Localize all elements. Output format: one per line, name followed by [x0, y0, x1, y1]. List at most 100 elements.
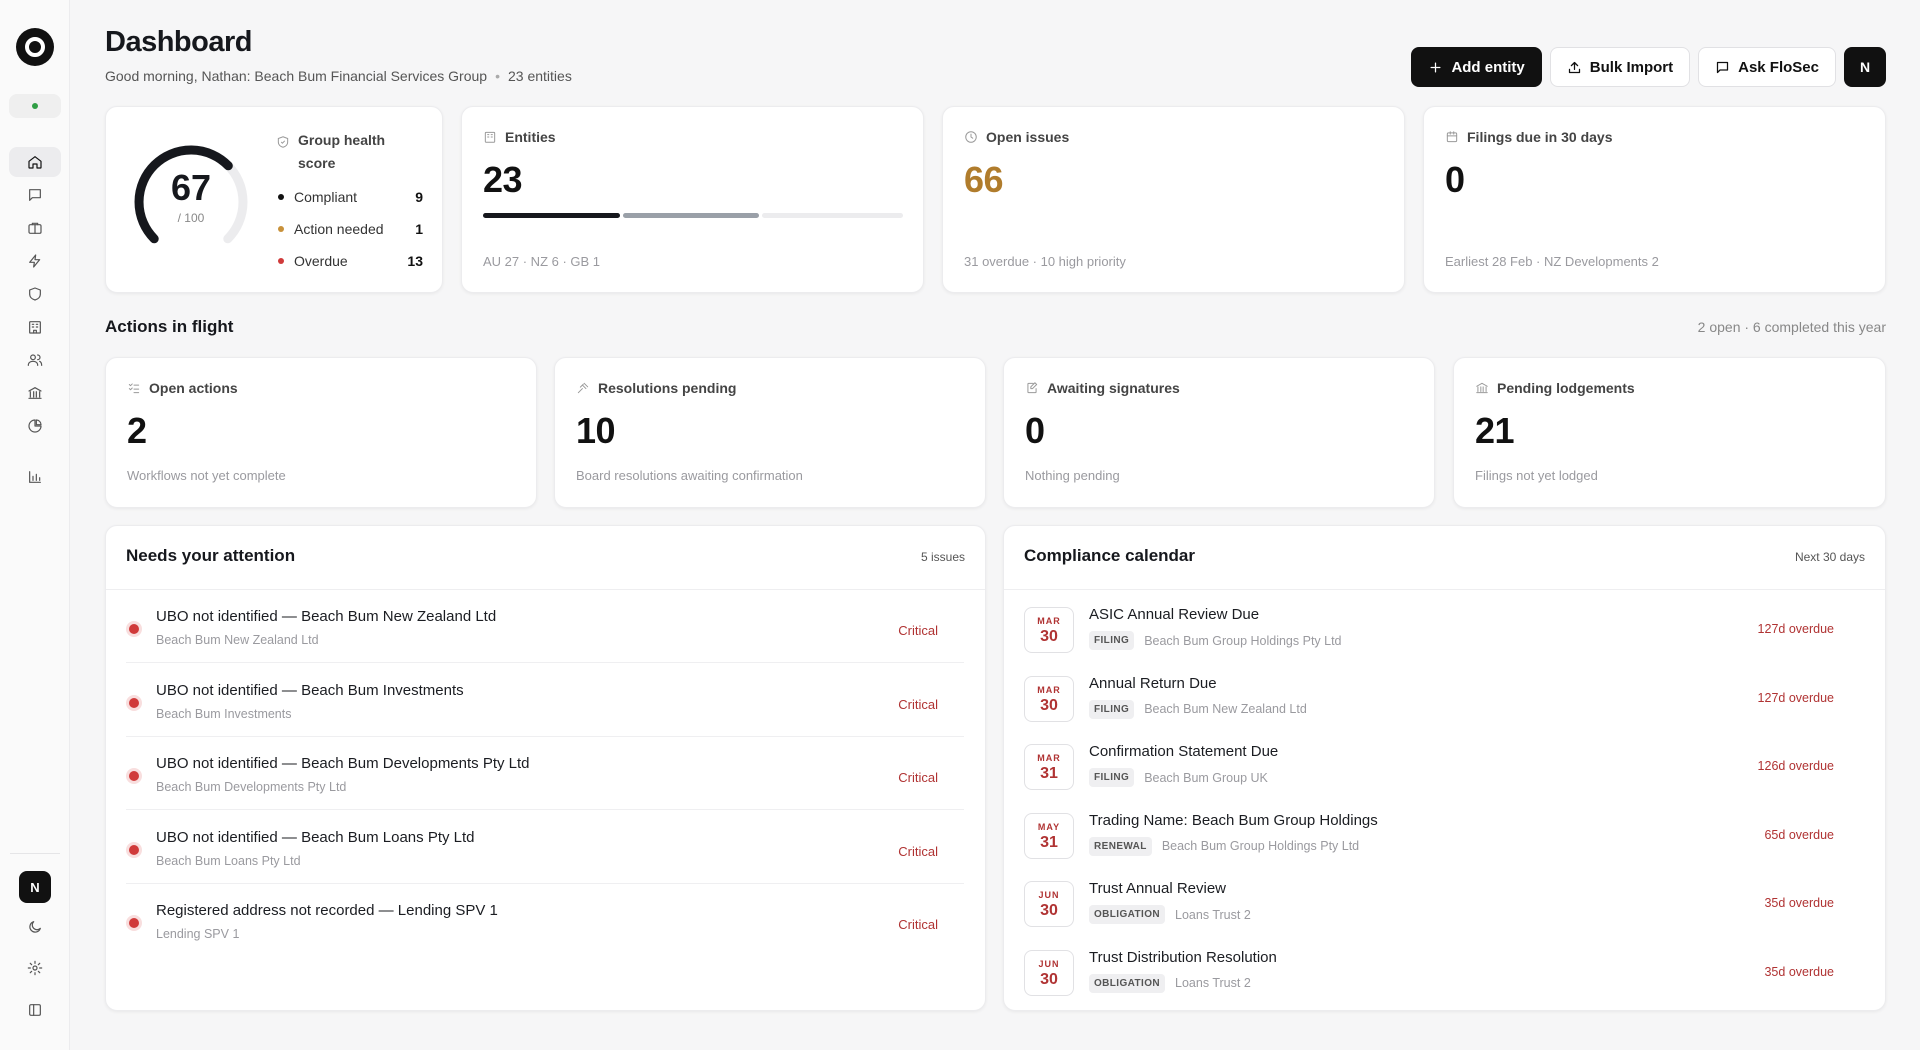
nav-analytics[interactable]: [9, 462, 61, 492]
status-indicator[interactable]: [9, 94, 61, 118]
obligation-type-tag: FILING: [1089, 699, 1135, 719]
signatures-card[interactable]: Awaiting signatures 0 Nothing pending: [1003, 357, 1435, 508]
nav-people[interactable]: [9, 345, 61, 375]
issue-entity: Beach Bum Loans Pty Ltd: [156, 853, 301, 868]
shield-check-icon: [277, 136, 289, 148]
entities-count: 23 entities: [508, 68, 572, 84]
entities-value: 23: [483, 159, 523, 200]
user-avatar[interactable]: N: [19, 871, 51, 903]
nav-compliance[interactable]: [9, 279, 61, 309]
nav-reports[interactable]: [9, 411, 61, 441]
status-dot: [32, 103, 38, 109]
attention-item[interactable]: Registered address not recorded — Lendin…: [126, 884, 964, 957]
add-entity-button[interactable]: Add entity: [1411, 47, 1542, 87]
nav-actions[interactable]: [9, 246, 61, 276]
health-score-max: / 100: [177, 211, 205, 225]
legend-compliant: Compliant 9: [278, 189, 423, 205]
calendar-item[interactable]: MAR 30 ASIC Annual Review Due FILING Beach B…: [1024, 600, 1864, 668]
calendar-range: Next 30 days: [1794, 550, 1865, 564]
calendar-item-meta: FILING Beach Bum Group Holdings Pty Ltd: [1089, 631, 1342, 650]
nav-portfolio[interactable]: [9, 213, 61, 243]
bar-segment-au: [483, 213, 620, 218]
plus-icon: [1430, 62, 1441, 72]
calendar-item[interactable]: MAR 31 Confirmation Statement Due FILING Bea…: [1024, 737, 1864, 805]
issue-title: UBO not identified — Beach Bum Investmen…: [156, 681, 464, 699]
open-issues-card[interactable]: Open issues 66 31 overdue · 10 high prio…: [942, 106, 1405, 293]
date-day: 31: [1040, 833, 1058, 851]
legend-label: Overdue: [278, 253, 348, 269]
bulk-import-button[interactable]: Bulk Import: [1549, 47, 1691, 87]
signatures-label-text: Awaiting signatures: [1047, 380, 1180, 396]
legend-compliant-label: Compliant: [294, 189, 358, 205]
calendar-item-entity: Beach Bum New Zealand Ltd: [1144, 702, 1307, 716]
calendar-item[interactable]: JUN 30 Trust Distribution Resolution OBLIGA…: [1024, 943, 1864, 1011]
date-month: JUN: [1038, 958, 1060, 969]
signatures-foot: Nothing pending: [1025, 468, 1120, 483]
obligation-type-tag: OBLIGATION: [1089, 905, 1166, 924]
attention-item[interactable]: UBO not identified — Beach Bum Investmen…: [126, 664, 964, 737]
severity-badge: Critical: [898, 917, 938, 932]
nav-home[interactable]: [9, 147, 61, 177]
theme-toggle[interactable]: [9, 912, 61, 942]
calendar-item-title: Trust Distribution Resolution: [1089, 948, 1277, 966]
issue-entity: Beach Bum Developments Pty Ltd: [156, 780, 347, 794]
health-score-card[interactable]: 67 / 100 Group health score Compliant 9 …: [105, 106, 443, 293]
calendar-item-meta: OBLIGATION Loans Trust 2: [1089, 973, 1251, 993]
calendar-icon: [1446, 131, 1458, 143]
calendar-title: Compliance calendar: [1024, 546, 1196, 565]
clock-icon: [965, 131, 977, 143]
date-day: 30: [1040, 628, 1058, 645]
greeting-text: Good morning, Nathan: Beach Bum Financia…: [105, 68, 488, 84]
calendar-item-meta: FILING Beach Bum New Zealand Ltd: [1089, 699, 1307, 719]
legend-overdue-count: 13: [407, 253, 423, 269]
filings-value: 0: [1445, 159, 1465, 200]
nav-registers[interactable]: [9, 378, 61, 408]
calendar-item-meta: FILING Beach Bum Group UK: [1089, 768, 1268, 787]
bank-icon: [1476, 382, 1488, 394]
date-badge: MAR 30: [1024, 607, 1074, 653]
obligation-type-tag: FILING: [1089, 631, 1135, 650]
nav-messages[interactable]: [9, 180, 61, 210]
attention-item[interactable]: UBO not identified — Beach Bum Loans Pty…: [126, 811, 964, 884]
lodgements-card[interactable]: Pending lodgements 21 Filings not yet lo…: [1453, 357, 1886, 508]
legend-bullet: [278, 226, 284, 233]
entities-card[interactable]: Entities 23 AU 27 · NZ 6 · GB 1: [461, 106, 924, 293]
bar-chart-icon: [29, 471, 41, 483]
nav-settings[interactable]: [9, 953, 61, 983]
separator-dot: •: [495, 68, 500, 84]
issue-entity: Beach Bum Investments: [156, 706, 292, 721]
open-issues-label-text: Open issues: [986, 129, 1070, 145]
date-month: MAR: [1037, 753, 1061, 763]
filings-label: Filings due in 30 days: [1445, 129, 1612, 145]
entities-foot: AU 27 · NZ 6 · GB 1: [483, 254, 601, 269]
resolutions-foot: Board resolutions awaiting confirmation: [576, 468, 803, 483]
date-badge: MAR 31: [1024, 744, 1074, 790]
issue-entity: Lending SPV 1: [156, 927, 240, 941]
attention-item[interactable]: UBO not identified — Beach Bum Developme…: [126, 737, 964, 810]
calendar-item-title: Trading Name: Beach Bum Group Holdings: [1089, 811, 1378, 829]
checklist-icon: [128, 383, 140, 394]
attention-item[interactable]: UBO not identified — Beach Bum New Zeala…: [126, 590, 964, 663]
account-avatar-button[interactable]: N: [1844, 47, 1886, 87]
app-logo[interactable]: [16, 28, 54, 66]
health-score-value: 67: [170, 167, 212, 208]
nav-entities[interactable]: [9, 312, 61, 342]
entities-label-text: Entities: [505, 129, 556, 145]
calendar-item[interactable]: MAY 31 Trading Name: Beach Bum Group Holdi…: [1024, 806, 1864, 874]
calendar-item-title: Trust Annual Review: [1089, 880, 1227, 897]
collapse-sidebar[interactable]: [9, 995, 61, 1025]
open-actions-card[interactable]: Open actions 2 Workflows not yet complet…: [105, 357, 537, 508]
filings-card[interactable]: Filings due in 30 days 0 Earliest 28 Feb…: [1423, 106, 1886, 293]
ask-assistant-button[interactable]: Ask FloSec: [1698, 47, 1836, 87]
calendar-item[interactable]: MAR 30 Annual Return Due FILING Beach Bum Ne…: [1024, 669, 1864, 737]
ask-assistant-label: Ask FloSec: [1738, 58, 1819, 76]
actions-section-title: Actions in flight: [105, 317, 234, 336]
bulk-import-label: Bulk Import: [1589, 58, 1674, 76]
severity-dot: [129, 918, 139, 928]
resolutions-card[interactable]: Resolutions pending 10 Board resolutions…: [554, 357, 986, 508]
calendar-panel: Compliance calendar Next 30 days MAR 30 AS…: [1003, 525, 1886, 1011]
calendar-item[interactable]: JUN 30 Trust Annual Review OBLIGATION Loans …: [1024, 874, 1864, 942]
calendar-item-entity: Beach Bum Group UK: [1144, 770, 1268, 785]
lightning-icon: [29, 254, 41, 268]
overdue-label: 127d overdue: [1757, 690, 1834, 705]
